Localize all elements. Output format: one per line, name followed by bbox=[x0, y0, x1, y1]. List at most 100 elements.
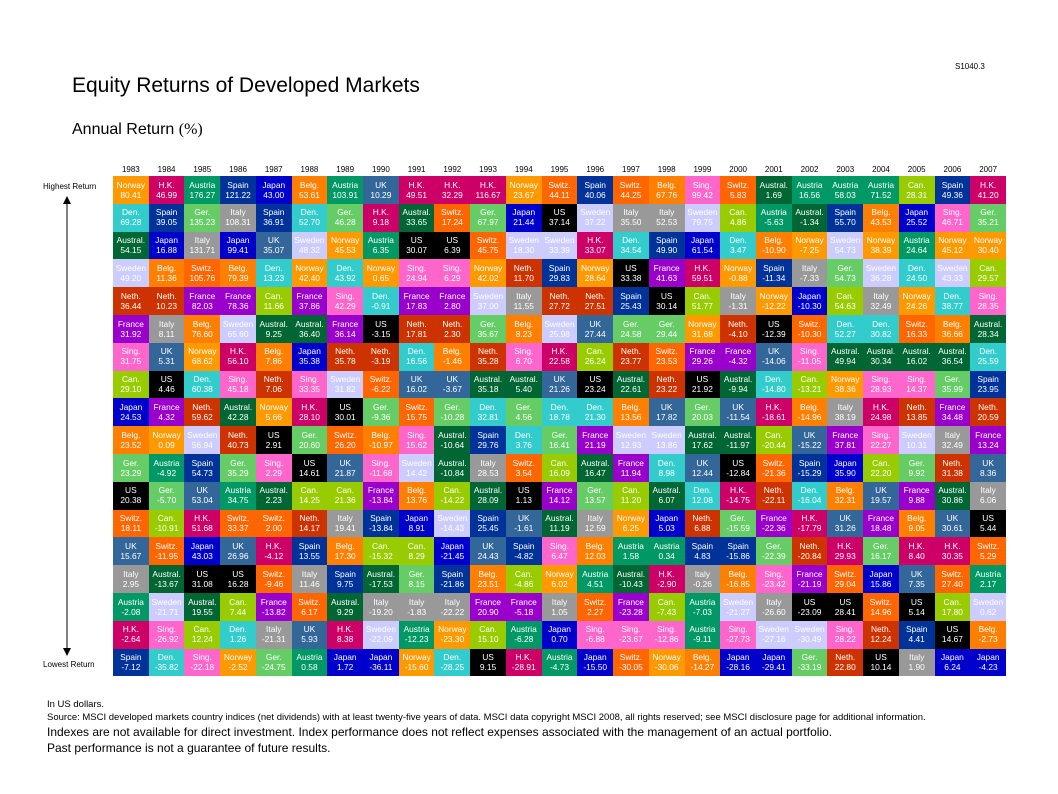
return-value: 6.25 bbox=[622, 523, 640, 534]
return-value: 36.40 bbox=[298, 328, 320, 339]
return-value: -13.21 bbox=[797, 384, 822, 395]
country-label: Sing. bbox=[264, 457, 284, 468]
country-label: Den. bbox=[336, 262, 355, 273]
country-label: Austria bbox=[332, 179, 359, 190]
country-label: Den. bbox=[407, 346, 426, 357]
country-label: Norway bbox=[581, 262, 610, 273]
return-value: -10.28 bbox=[440, 411, 465, 422]
return-cell: Ger. 4.56 bbox=[505, 398, 542, 427]
country-label: Austria bbox=[867, 179, 894, 190]
country-label: US bbox=[910, 596, 923, 607]
country-label: Switz. bbox=[155, 540, 178, 551]
country-label: Switz. bbox=[655, 346, 678, 357]
country-label: Neth. bbox=[335, 346, 356, 357]
return-cell: Spain 23.95 bbox=[970, 370, 1006, 399]
return-cell: Belg. 13.76 bbox=[398, 481, 435, 510]
country-label: Austria bbox=[296, 652, 323, 663]
country-label: Japan bbox=[512, 207, 536, 218]
return-cell: Spain 36.91 bbox=[255, 203, 292, 232]
return-value: -23.09 bbox=[797, 606, 822, 617]
return-cell: Belg. 36.66 bbox=[934, 315, 971, 343]
country-label: Japan bbox=[869, 568, 893, 579]
country-label: Can. bbox=[836, 290, 855, 301]
return-cell: Spain -15.86 bbox=[720, 537, 756, 566]
return-cell: Sweden -21.27 bbox=[720, 593, 756, 621]
country-label: France bbox=[760, 513, 787, 524]
country-label: Japan bbox=[976, 652, 1000, 663]
return-value: 35.28 bbox=[477, 356, 499, 367]
return-cell: France -5.18 bbox=[505, 593, 542, 621]
return-cell: Sweden 37.22 bbox=[577, 203, 614, 232]
return-value: -9.46 bbox=[264, 578, 284, 589]
return-cell: Sing. 22.27 bbox=[863, 426, 899, 454]
country-label: Sing. bbox=[407, 429, 427, 440]
country-label: Can. bbox=[122, 374, 140, 385]
country-label: Japan bbox=[583, 652, 607, 663]
return-cell: Switz. 16.33 bbox=[898, 315, 935, 343]
return-cell: France 17.83 bbox=[398, 287, 435, 315]
return-cell: H.K. 24.98 bbox=[863, 398, 899, 427]
return-cell: Norway 0.09 bbox=[148, 426, 185, 454]
return-cell: Den. 52.70 bbox=[291, 203, 328, 232]
country-label: Norway bbox=[152, 429, 181, 440]
return-cell: Italy 11.55 bbox=[505, 287, 542, 315]
return-value: 2.95 bbox=[122, 578, 140, 589]
return-value: -35.82 bbox=[154, 662, 179, 673]
return-cell: France 37.81 bbox=[827, 426, 864, 454]
country-label: Sing. bbox=[907, 374, 927, 385]
return-cell: Sing. 28.93 bbox=[863, 370, 899, 399]
year-label: 1993 bbox=[479, 165, 497, 174]
return-value: 99.41 bbox=[227, 245, 249, 256]
country-label: Italy bbox=[301, 568, 318, 579]
return-value: 29.57 bbox=[977, 272, 999, 283]
return-value: -28.91 bbox=[511, 662, 536, 673]
return-value: -1.61 bbox=[514, 523, 534, 534]
return-value: -12.39 bbox=[761, 328, 786, 339]
country-label: Austria bbox=[975, 568, 1002, 579]
country-label: US bbox=[267, 429, 280, 440]
return-value: 31.68 bbox=[691, 328, 713, 339]
return-cell: Austral. 54.15 bbox=[113, 231, 149, 260]
country-label: UK bbox=[589, 318, 602, 329]
country-label: Norway bbox=[545, 568, 574, 579]
return-cell: Belg. -14.96 bbox=[791, 398, 828, 427]
return-value: 36.44 bbox=[120, 300, 142, 311]
country-label: H.K. bbox=[301, 401, 318, 412]
country-label: Switz. bbox=[798, 318, 821, 329]
return-cell: France -22.36 bbox=[755, 509, 792, 538]
country-label: Austral. bbox=[545, 513, 574, 524]
country-label: UK bbox=[375, 179, 387, 190]
return-cell: Neth. 6.88 bbox=[684, 509, 721, 538]
country-label: UK bbox=[196, 485, 209, 496]
return-cell: Japan -15.50 bbox=[577, 648, 614, 677]
return-cell: Austria -5.63 bbox=[755, 203, 792, 232]
return-cell: Den. 1.26 bbox=[220, 620, 256, 649]
return-value: 52.27 bbox=[834, 328, 856, 339]
return-cell: Sweden 18.30 bbox=[505, 231, 542, 260]
return-value: 30.82 bbox=[870, 328, 892, 339]
return-value: 6.07 bbox=[658, 495, 675, 506]
country-label: Austral. bbox=[938, 346, 967, 357]
return-cell: Austral. 35.18 bbox=[470, 370, 506, 399]
return-value: -5.18 bbox=[514, 606, 534, 617]
return-cell: Spain 121.22 bbox=[220, 176, 256, 204]
return-cell: Belg. 43.53 bbox=[863, 203, 899, 232]
country-label: UK bbox=[946, 513, 959, 524]
country-label: Spain bbox=[655, 235, 678, 246]
return-cell: France 41.63 bbox=[648, 259, 685, 288]
return-cell: Austral. 11.19 bbox=[541, 509, 578, 538]
country-label: Spain bbox=[977, 374, 999, 385]
country-label: Belg. bbox=[264, 346, 284, 357]
country-label: Sweden bbox=[865, 262, 897, 273]
return-cell: Switz. 29.04 bbox=[827, 565, 864, 593]
return-cell: Austria 6.35 bbox=[363, 231, 399, 260]
country-label: Austral. bbox=[188, 596, 217, 607]
return-cell: Can. 14.25 bbox=[291, 481, 328, 510]
return-value: 35.50 bbox=[620, 217, 642, 228]
return-value: 32.49 bbox=[941, 439, 963, 450]
return-cell: Spain -15.29 bbox=[791, 454, 828, 482]
return-cell: H.K. -14.75 bbox=[720, 481, 756, 510]
return-value: 16.02 bbox=[406, 384, 428, 395]
country-label: H.K. bbox=[979, 179, 997, 190]
return-value: 29.83 bbox=[549, 272, 570, 283]
